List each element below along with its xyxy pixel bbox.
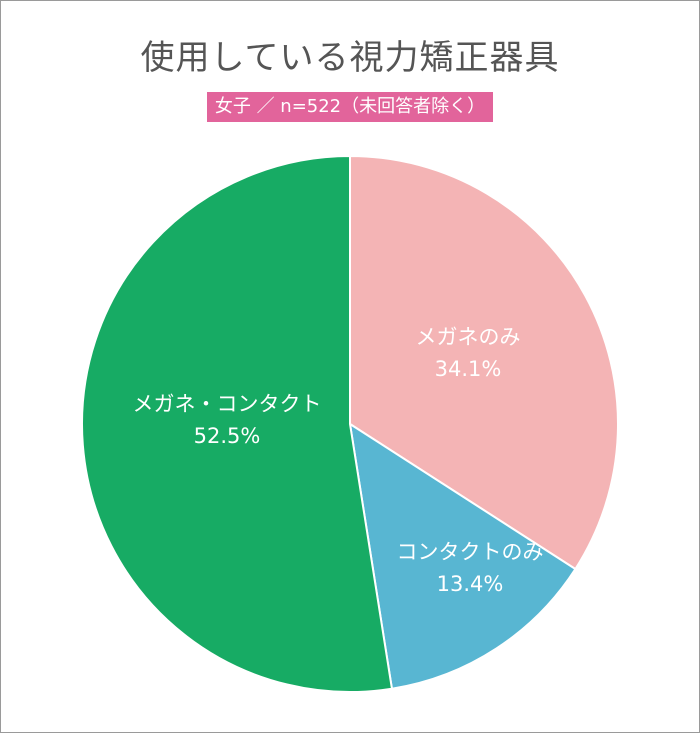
chart-title: 使用している視力矯正器具	[140, 38, 560, 78]
subtitle-wrap: 女子 ／ n=522（未回答者除く）	[0, 92, 700, 122]
pie-slice-3	[81, 154, 394, 693]
slice-value-3: 52.5%	[194, 424, 261, 448]
slice-label-1: メガネのみ	[416, 325, 521, 349]
chart-subtitle: 女子 ／ n=522（未回答者除く）	[206, 92, 494, 122]
pie-slice-1	[349, 154, 619, 571]
slice-value-2: 13.4%	[437, 572, 504, 596]
slice-value-1: 34.1%	[435, 357, 502, 381]
slice-label-3: メガネ・コンタクト	[133, 392, 322, 416]
pie-slice-2	[348, 421, 577, 690]
slice-label-2: コンタクトのみ	[397, 540, 544, 564]
